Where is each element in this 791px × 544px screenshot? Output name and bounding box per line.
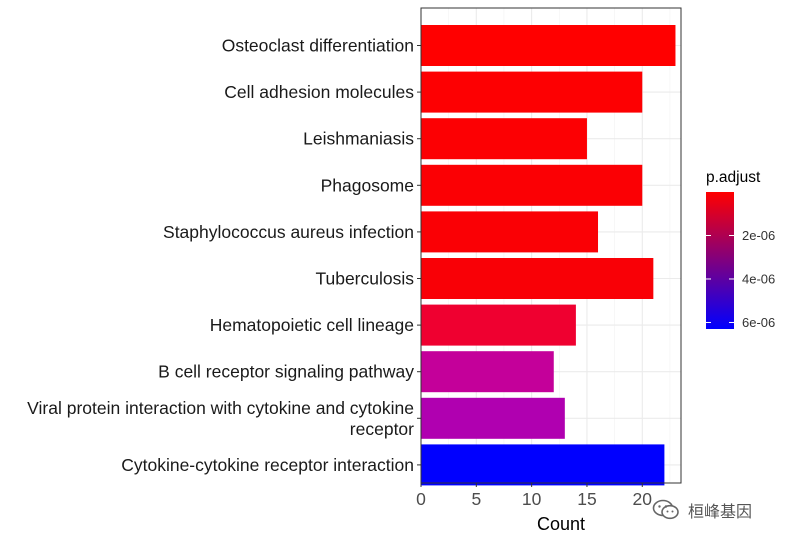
plot-border (420, 7, 682, 484)
bar (421, 25, 676, 66)
bar (421, 164, 643, 206)
x-tick-label: 10 (522, 489, 542, 509)
category-label: Tuberculosis (315, 269, 414, 289)
watermark-text: 桓峰基因 (688, 502, 753, 521)
legend-ticks: 2e-06 4e-06 6e-06 (706, 228, 775, 330)
legend-tick-label: 2e-06 (742, 228, 775, 243)
category-label: Hematopoietic cell lineage (210, 315, 414, 335)
legend-title: p.adjust (706, 169, 761, 186)
x-axis-title: Count (537, 514, 585, 534)
category-label: receptor (350, 419, 414, 439)
x-tick-label: 15 (577, 489, 596, 509)
category-label: Leishmaniasis (303, 129, 414, 149)
x-tick-label: 20 (633, 489, 653, 509)
category-label: Cytokine-cytokine receptor interaction (121, 455, 414, 475)
legend-tick-label: 4e-06 (742, 271, 775, 286)
category-label: Viral protein interaction with cytokine … (27, 398, 414, 418)
bar (421, 351, 554, 393)
legend-tick-label: 6e-06 (742, 315, 775, 330)
category-label: Cell adhesion molecules (224, 82, 414, 102)
legend-colorbar (706, 192, 734, 329)
x-tick-label: 0 (416, 489, 426, 509)
bar (421, 444, 665, 486)
y-axis: Osteoclast differentiation Cell adhesion … (27, 36, 421, 475)
watermark: 桓峰基因 (652, 498, 752, 522)
bar (421, 211, 599, 253)
x-axis: 0 5 10 15 20 (416, 483, 652, 509)
category-label: Staphylococcus aureus infection (163, 222, 414, 242)
bar (421, 397, 565, 439)
x-tick-label: 5 (471, 489, 481, 509)
bar (421, 258, 654, 299)
wechat-icon (652, 499, 679, 520)
bars-layer (421, 25, 676, 486)
category-label: Osteoclast differentiation (222, 36, 414, 56)
bar (421, 118, 587, 160)
bar (421, 71, 643, 113)
bar (421, 304, 576, 346)
category-label: B cell receptor signaling pathway (158, 362, 414, 382)
category-label: Phagosome (321, 175, 414, 195)
legend: p.adjust 2e-06 4e-06 6e-06 (706, 169, 775, 330)
